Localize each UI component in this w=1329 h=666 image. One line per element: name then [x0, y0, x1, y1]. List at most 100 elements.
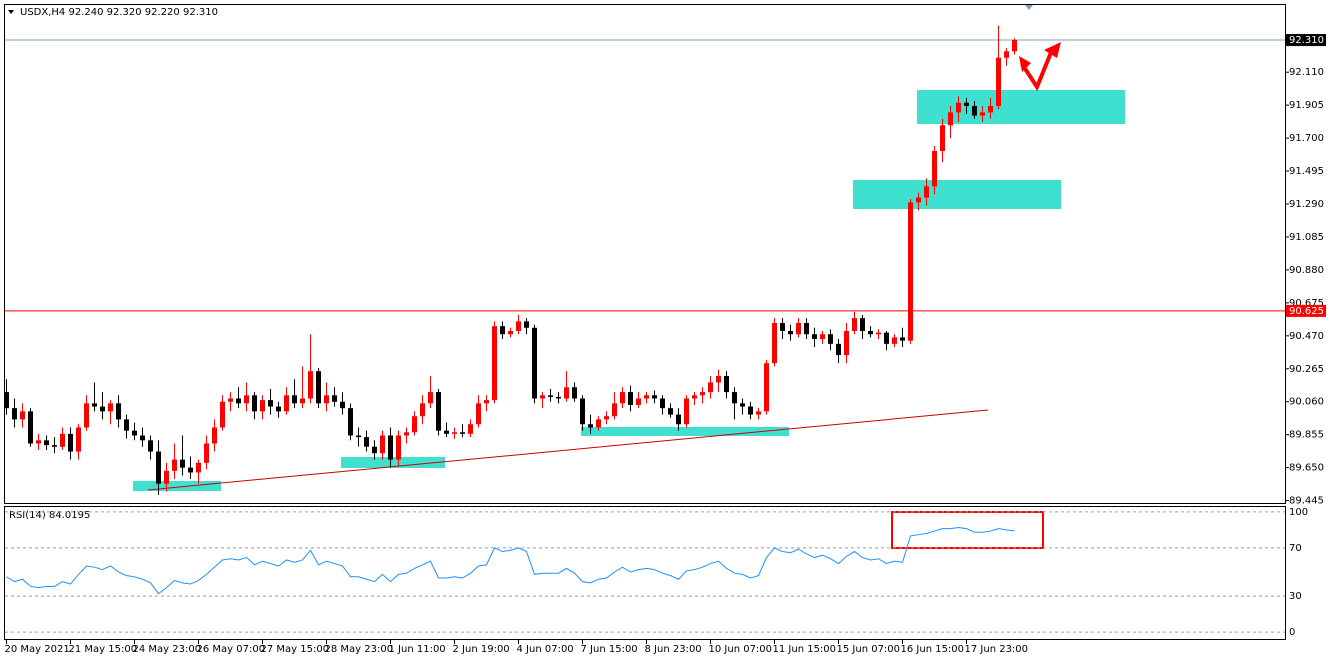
candle-body: [948, 112, 953, 126]
y-tick-label: 70: [1289, 543, 1302, 554]
candle-body: [476, 403, 481, 425]
candle-body: [420, 403, 425, 417]
candle-body: [436, 392, 441, 431]
candle-body: [84, 403, 89, 428]
candle-body: [540, 395, 545, 399]
y-tick-label: 89.445: [1289, 496, 1324, 507]
arrow-head: [1044, 42, 1061, 58]
support-zone: [133, 481, 221, 491]
candle-body: [484, 400, 489, 404]
candle-body: [868, 330, 873, 335]
candle-body: [932, 150, 937, 187]
candle-body: [236, 398, 241, 404]
candle-body: [396, 435, 401, 460]
candle-body: [276, 406, 281, 412]
y-tick-label: 91.700: [1289, 133, 1324, 144]
x-tick-label: 20 May 2021: [5, 644, 70, 655]
candle-body: [924, 186, 929, 198]
candle-body: [332, 395, 337, 402]
candle-body: [244, 395, 249, 404]
price-tag: [1286, 34, 1326, 47]
x-tick-label: 28 May 23:00: [325, 644, 394, 655]
candle-body: [268, 400, 273, 407]
candle-body: [292, 395, 297, 404]
candle-body: [228, 398, 233, 402]
candle-body: [124, 419, 129, 431]
candle-body: [980, 112, 985, 116]
candle-body: [844, 330, 849, 356]
candle-body: [524, 321, 529, 328]
candle-body: [692, 395, 697, 399]
candle-body: [60, 433, 65, 447]
candle-body: [404, 432, 409, 436]
candle-body: [500, 326, 505, 335]
candle-body: [492, 326, 497, 401]
y-tick-label: 91.905: [1289, 100, 1324, 111]
x-tick-label: 27 May 15:00: [261, 644, 330, 655]
candle-body: [284, 395, 289, 412]
y-tick-label: 90.675: [1289, 298, 1324, 309]
candle-body: [212, 427, 217, 444]
y-tick-label: 30: [1289, 591, 1302, 602]
candle-body: [796, 322, 801, 335]
candle-body: [852, 318, 857, 331]
candle-body: [564, 387, 569, 399]
candle-body: [20, 411, 25, 420]
candle-body: [780, 322, 785, 331]
y-tick-label: 89.650: [1289, 463, 1324, 474]
x-tick-label: 4 Jun 07:00: [517, 644, 574, 655]
candle-body: [380, 435, 385, 454]
candle-body: [588, 424, 593, 428]
candle-body: [908, 202, 913, 341]
x-tick-label: 15 Jun 07:00: [837, 644, 901, 655]
candle-body: [700, 392, 705, 396]
x-tick-label: 2 Jun 19:00: [453, 644, 510, 655]
candle-body: [444, 430, 449, 434]
candle-body: [364, 437, 369, 447]
candle-body: [556, 396, 561, 399]
x-tick-label: 21 May 15:00: [69, 644, 138, 655]
trend-line: [147, 409, 989, 491]
candle-body: [172, 459, 177, 471]
candle-body: [764, 363, 769, 412]
candle-body: [916, 197, 921, 203]
y-tick-label: 0: [1289, 627, 1295, 638]
candle-body: [36, 440, 41, 444]
y-tick-label: 92.110: [1289, 67, 1324, 78]
candle-body: [772, 322, 777, 364]
x-tick-label: 26 May 07:00: [197, 644, 266, 655]
candle-body: [300, 398, 305, 404]
candle-body: [100, 406, 105, 412]
candle-body: [828, 334, 833, 344]
x-tick-label: 16 Jun 15:00: [901, 644, 965, 655]
candle-body: [572, 387, 577, 399]
candle-body: [956, 102, 961, 113]
candle-body: [12, 408, 17, 420]
candle-body: [428, 392, 433, 404]
candle-body: [940, 125, 945, 151]
support-zone: [581, 427, 789, 436]
candle-body: [412, 416, 417, 433]
candle-body: [620, 392, 625, 404]
candle-body: [164, 470, 169, 484]
candle-body: [308, 371, 313, 399]
candle-body: [660, 398, 665, 409]
shift-marker: [1025, 5, 1033, 10]
candle-body: [724, 376, 729, 393]
candle-body: [220, 401, 225, 428]
candle-body: [716, 376, 721, 383]
candle-body: [156, 451, 161, 484]
candle-body: [116, 403, 121, 420]
arrow: [1020, 49, 1054, 92]
candle-body: [636, 398, 641, 405]
candle-body: [884, 332, 889, 344]
candle-body: [388, 435, 393, 460]
candle-body: [260, 400, 265, 412]
candle-body: [628, 392, 633, 405]
y-tick-label: 91.290: [1289, 199, 1324, 210]
candle-body: [596, 419, 601, 428]
candle-body: [316, 371, 321, 404]
chart-title: USDX,H4 92.240 92.320 92.220 92.310: [20, 7, 218, 18]
